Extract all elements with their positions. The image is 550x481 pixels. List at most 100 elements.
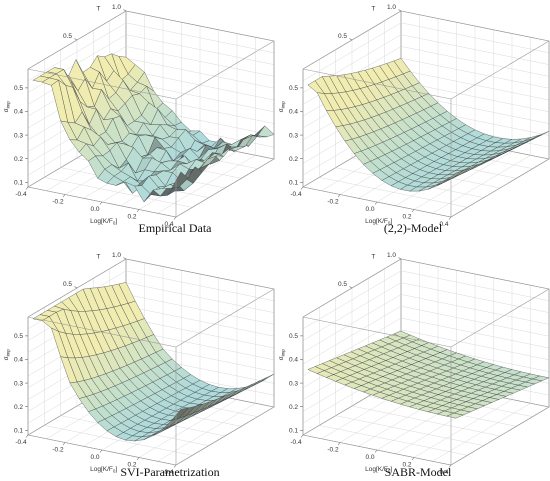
z-tick-label: 0.2 [14, 156, 23, 163]
surface-plot-4: -0.4 -0.2 0.0 0.2 0.4 Log[K/F0] 0.1 0.2 0.3 0.4 0.… [278, 252, 550, 479]
z-axis-label-main: σ [278, 108, 285, 112]
box-edge [175, 406, 275, 466]
surface-plot-3: -0.4 -0.2 0.0 0.2 0.4 Log[K/F0] 0.1 0.2 0.3 0.4 0.… [3, 252, 275, 479]
z-axis-label-sub: imp [281, 101, 286, 109]
box-edge [450, 158, 550, 218]
y-tick-label: 1.0 [112, 4, 121, 11]
y-tick-label: 0.5 [338, 33, 347, 40]
y-tick-label: 1.0 [387, 252, 396, 259]
panel-caption: SVI-Parametrization [120, 465, 219, 479]
z-axis-label-sub: imp [6, 349, 11, 357]
x-tick-mark [62, 194, 66, 198]
grid-line [319, 59, 468, 208]
surface-mesh [307, 58, 550, 192]
x-axis-label-main: Log[K/F [365, 466, 388, 473]
box-edge [302, 316, 452, 348]
z-axis-label-main: σ [3, 356, 10, 360]
x-axis-label-suffix: ] [115, 218, 117, 225]
x-tick-label: 0.2 [127, 214, 136, 221]
x-tick-mark [448, 464, 452, 468]
x-tick-mark [173, 216, 177, 220]
x-tick-mark [99, 201, 103, 205]
z-tick-label: 0.3 [14, 380, 23, 387]
surface-mesh [32, 53, 275, 203]
z-tick-label: 0.5 [289, 85, 298, 92]
z-tick-label: 0.4 [14, 109, 23, 116]
x-axis-label-suffix: ] [390, 466, 392, 473]
surface-quad [243, 380, 260, 391]
y-tick-mark [349, 38, 353, 41]
x-axis-label: Log[K/F0] [90, 218, 117, 226]
z-tick-label: 0.2 [289, 404, 298, 411]
panel-caption: Empirical Data [139, 221, 213, 235]
y-axis-label: T [371, 254, 375, 261]
box-edge [450, 406, 550, 466]
z-tick-label: 0.4 [289, 357, 298, 364]
z-axis-label: σimp [3, 101, 11, 113]
box-edge [175, 288, 275, 348]
z-tick-label: 0.5 [14, 333, 23, 340]
x-tick-label: 0.4 [439, 221, 448, 228]
x-tick-mark [337, 442, 341, 446]
x-tick-label: -0.4 [290, 191, 302, 198]
grid-line [335, 297, 484, 446]
x-tick-label: 0.0 [90, 206, 99, 213]
bounding-box-front [27, 10, 275, 218]
x-axis-label-suffix: ] [390, 218, 392, 225]
x-axis-label: Log[K/F0] [90, 466, 117, 474]
x-tick-label: 0.4 [164, 221, 173, 228]
x-axis-label-sub: 0 [113, 220, 116, 225]
box-edge [450, 40, 550, 100]
x-tick-label: -0.2 [327, 447, 339, 454]
x-tick-label: 0.2 [402, 462, 411, 469]
y-tick-label: 0.5 [63, 281, 72, 288]
box-edge [125, 258, 275, 290]
z-axis-label-main: σ [3, 108, 10, 112]
z-tick-label: 0.2 [14, 404, 23, 411]
grid-line [368, 278, 517, 427]
x-axis-label: Log[K/F0] [365, 466, 392, 474]
z-tick-label: 0.3 [289, 380, 298, 387]
box-edge [175, 158, 275, 218]
y-tick-mark [398, 9, 402, 12]
z-tick-label: 0.5 [14, 85, 23, 92]
z-axis-label: σimp [278, 349, 286, 361]
grid-line [44, 307, 193, 456]
z-tick-label: 0.3 [14, 132, 23, 139]
y-tick-mark [123, 257, 127, 260]
z-tick-label: 0.5 [289, 333, 298, 340]
x-tick-mark [25, 186, 29, 190]
z-axis-label: σimp [278, 101, 286, 113]
y-tick-label: 0.5 [63, 33, 72, 40]
x-tick-label: 0.0 [365, 206, 374, 213]
y-tick-label: 1.0 [387, 4, 396, 11]
x-tick-label: 0.2 [402, 214, 411, 221]
z-tick-label: 0.1 [14, 179, 23, 186]
box-edge [400, 10, 550, 42]
y-tick-mark [349, 286, 353, 289]
z-axis-label-sub: imp [281, 349, 286, 357]
box-edge [27, 316, 177, 348]
x-tick-label: 0.2 [127, 462, 136, 469]
y-tick-mark [398, 257, 402, 260]
x-tick-label: 0.4 [439, 469, 448, 476]
y-tick-mark [74, 38, 78, 41]
y-axis-label: T [371, 6, 375, 13]
box-edge [175, 40, 275, 100]
x-tick-label: -0.2 [52, 199, 64, 206]
x-axis-label-sub: 0 [388, 468, 391, 473]
box-edge [450, 288, 550, 348]
x-tick-mark [374, 449, 378, 453]
box-edge [400, 258, 550, 290]
panel-caption: (2,2)-Model [384, 221, 443, 235]
box-edge [302, 68, 452, 100]
x-tick-label: -0.4 [290, 439, 302, 446]
x-tick-label: 0.0 [90, 454, 99, 461]
x-tick-mark [411, 457, 415, 461]
surface-plot-1: -0.4 -0.2 0.0 0.2 0.4 Log[K/F0] 0.1 0.2 0.3 0.4 0.… [3, 4, 275, 235]
x-tick-mark [136, 209, 140, 213]
box-edge [125, 10, 275, 42]
surface-quad [250, 377, 267, 388]
z-tick-label: 0.1 [289, 427, 298, 434]
